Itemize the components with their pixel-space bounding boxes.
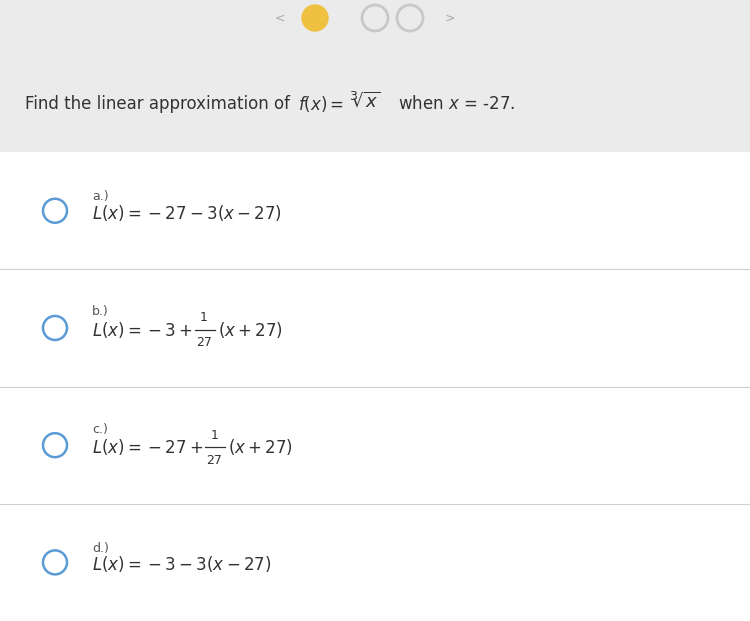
- Text: $(x+27)$: $(x+27)$: [229, 437, 293, 457]
- Text: a.): a.): [92, 190, 109, 203]
- Text: 27: 27: [206, 454, 222, 466]
- Bar: [0, 0, 750, 152]
- Text: $L(x) = -27-3(x-27)$: $L(x) = -27-3(x-27)$: [92, 202, 282, 223]
- Text: $L(x) = -3-3(x-27)$: $L(x) = -3-3(x-27)$: [92, 555, 272, 574]
- Text: >: >: [445, 12, 455, 24]
- Text: $f(x)=$: $f(x)=$: [298, 94, 344, 114]
- Bar: [0, 152, 750, 621]
- Text: when $x$ = -27.: when $x$ = -27.: [393, 95, 515, 113]
- Text: $L(x) = -27+$: $L(x) = -27+$: [92, 437, 203, 457]
- Text: 1: 1: [211, 428, 218, 442]
- Text: b.): b.): [92, 306, 109, 319]
- Text: <: <: [274, 12, 285, 24]
- Text: $\mathregular{^3}\!\!\sqrt{x}$: $\mathregular{^3}\!\!\sqrt{x}$: [349, 91, 380, 111]
- Text: d.): d.): [92, 542, 109, 555]
- Text: $L(x) = -3+$: $L(x) = -3+$: [92, 320, 193, 340]
- Text: $(x+27)$: $(x+27)$: [217, 320, 283, 340]
- Text: 1: 1: [200, 312, 208, 324]
- Circle shape: [302, 5, 328, 31]
- Text: Find the linear approximation of: Find the linear approximation of: [25, 95, 296, 113]
- Text: c.): c.): [92, 423, 108, 436]
- Text: 27: 27: [196, 337, 211, 350]
